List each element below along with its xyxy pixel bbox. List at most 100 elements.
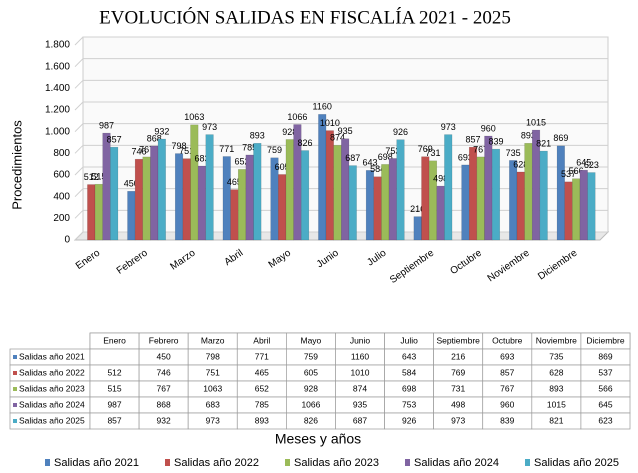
value-label: 771 <box>219 144 234 154</box>
y-tick-label: 1.400 <box>45 83 70 94</box>
bar <box>278 174 287 241</box>
bar <box>102 132 111 241</box>
bar <box>564 181 573 241</box>
bar <box>333 145 342 241</box>
table-value: 926 <box>402 415 416 425</box>
value-label: 767 <box>139 144 154 154</box>
value-label: 1015 <box>526 117 546 127</box>
legend-label: Salidas año 2022 <box>174 457 259 469</box>
x-tick-label: Mayo <box>267 247 294 270</box>
bar <box>285 139 294 241</box>
value-label: 973 <box>202 122 217 132</box>
bar <box>539 150 548 241</box>
value-label: 868 <box>147 133 162 143</box>
value-label: 735 <box>506 148 521 158</box>
x-axis-label: Meses y años <box>275 431 361 447</box>
table-value: 973 <box>206 415 220 425</box>
value-label: 821 <box>536 138 551 148</box>
bar <box>572 178 581 241</box>
value-label: 216 <box>410 204 425 214</box>
table-row-label: Salidas año 2025 <box>19 415 85 425</box>
value-label: 759 <box>267 145 282 155</box>
bar <box>396 139 405 241</box>
table-swatch <box>13 371 17 375</box>
x-tick-label: Febrero <box>115 247 150 276</box>
y-axis-label: Procedimientos <box>9 120 24 210</box>
bar <box>348 165 357 241</box>
value-label: 687 <box>345 153 360 163</box>
value-label: 928 <box>282 127 297 137</box>
value-label: 893 <box>521 131 536 141</box>
grid-line <box>74 79 608 89</box>
table-value: 693 <box>500 351 514 361</box>
table-value: 584 <box>402 367 416 377</box>
x-tick-label: Octubre <box>448 247 484 277</box>
value-label: 926 <box>393 127 408 137</box>
table-value: 767 <box>157 383 171 393</box>
table-value: 928 <box>304 383 318 393</box>
y-tick-label: 1.800 <box>45 40 70 51</box>
x-tick-label: Marzo <box>168 247 197 272</box>
bar <box>484 135 493 241</box>
x-tick-label: Diciembre <box>536 247 580 282</box>
legend-label: Salidas año 2021 <box>54 457 139 469</box>
table-value: 868 <box>157 399 171 409</box>
table-header: Enero <box>103 335 126 345</box>
table-value: 216 <box>451 351 465 361</box>
bar <box>318 114 327 241</box>
bar <box>110 146 119 241</box>
table-header: Marzo <box>201 335 225 345</box>
table-value: 628 <box>549 367 563 377</box>
value-label: 515 <box>91 172 106 182</box>
value-label: 465 <box>227 177 242 187</box>
table-value: 450 <box>157 351 171 361</box>
y-tick-label: 1.600 <box>45 61 70 72</box>
table-value: 769 <box>451 367 465 377</box>
table-header: Junio <box>350 335 371 345</box>
table-value: 759 <box>304 351 318 361</box>
table-header: Octubre <box>492 335 523 345</box>
table-value: 566 <box>598 383 612 393</box>
bar <box>413 216 422 241</box>
table-value: 735 <box>549 351 563 361</box>
bar <box>222 156 231 241</box>
legend-label: Salidas año 2023 <box>294 457 379 469</box>
x-tick-label: Enero <box>74 247 103 272</box>
table-header: Septiembre <box>436 335 480 345</box>
value-label: 566 <box>569 166 584 176</box>
value-label: 628 <box>513 159 528 169</box>
bar <box>524 143 533 241</box>
table-row-label: Salidas año 2023 <box>19 383 85 393</box>
y-tick-label: 0 <box>64 235 70 246</box>
value-label: 1063 <box>184 112 204 122</box>
table-value: 537 <box>598 367 612 377</box>
table-value: 987 <box>107 399 121 409</box>
bar <box>365 170 375 241</box>
value-label: 450 <box>124 179 139 189</box>
bar <box>468 146 478 241</box>
grid-line <box>74 58 608 68</box>
value-label: 987 <box>99 120 114 130</box>
value-label: 932 <box>154 126 169 136</box>
x-tick-label: Abril <box>223 248 246 268</box>
legend-label: Salidas año 2024 <box>414 457 499 469</box>
table-value: 698 <box>402 383 416 393</box>
table-header: Diciembre <box>586 335 625 345</box>
table-value: 512 <box>107 367 121 377</box>
table-value: 1010 <box>351 367 370 377</box>
table-value: 605 <box>304 367 318 377</box>
grid-line <box>74 144 608 154</box>
grid-line <box>74 123 608 133</box>
value-label: 698 <box>378 152 393 162</box>
y-tick-label: 400 <box>53 191 70 202</box>
bar <box>509 160 518 241</box>
bar <box>341 138 350 241</box>
table-value: 893 <box>255 415 269 425</box>
value-label: 1160 <box>313 102 332 112</box>
y-tick-label: 600 <box>53 170 70 181</box>
legend-swatch <box>285 459 290 466</box>
legend-swatch <box>165 459 170 466</box>
table-header: Noviembre <box>536 335 577 345</box>
table-value: 821 <box>549 415 563 425</box>
table-value: 935 <box>353 399 367 409</box>
